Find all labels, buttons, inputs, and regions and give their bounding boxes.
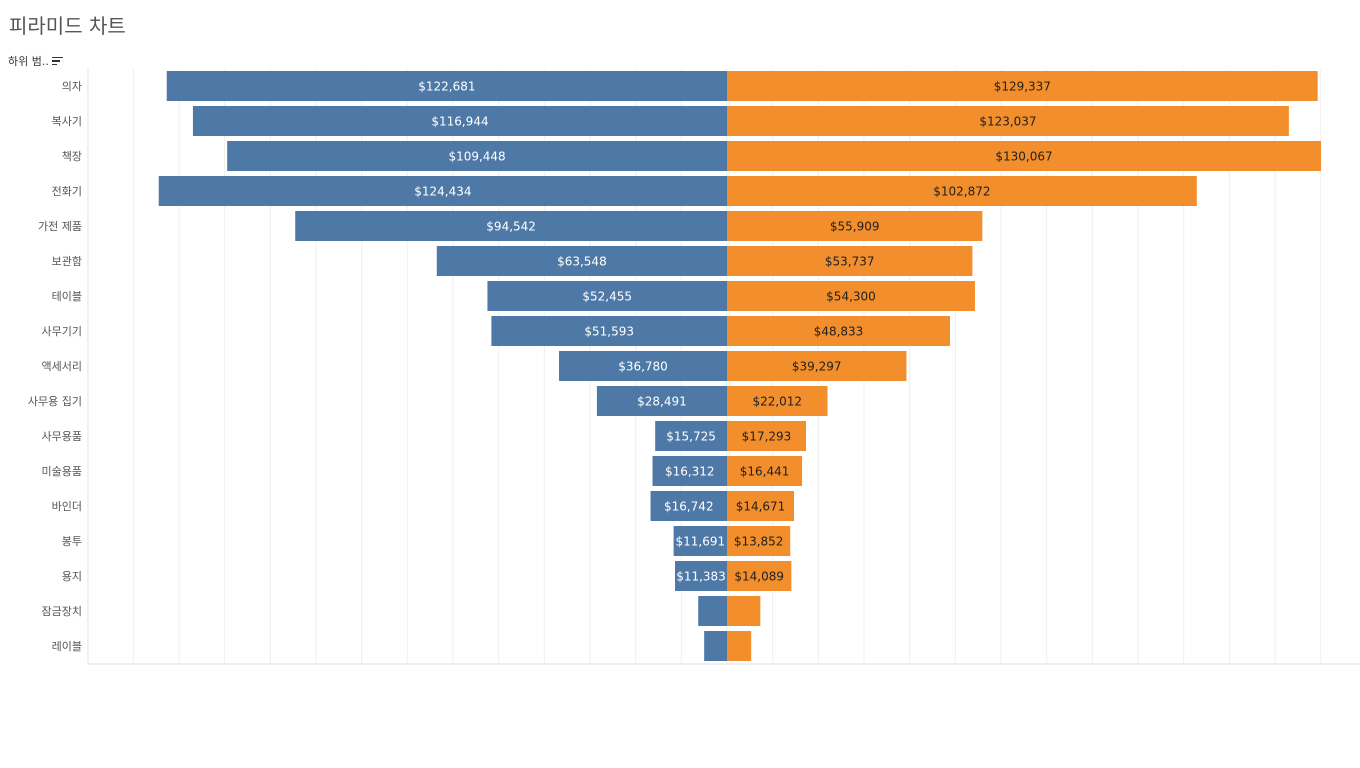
bar-right[interactable] (727, 351, 907, 381)
bars-layer (158, 71, 1321, 661)
category-label: 가전 제품 (38, 220, 82, 233)
data-label-left: $94,542 (486, 220, 536, 234)
data-label-left: $63,548 (557, 255, 607, 269)
bar-right[interactable] (727, 246, 973, 276)
bar-right[interactable] (727, 456, 803, 486)
category-label: 의자 (62, 80, 82, 93)
category-label: 사무용품 (42, 430, 82, 443)
bar-right[interactable] (727, 421, 806, 451)
data-label-right: $14,089 (734, 570, 784, 584)
dimension-header[interactable]: 하위 범.. (8, 53, 63, 69)
data-label-left: $109,448 (448, 150, 505, 164)
data-label-left: $36,780 (618, 360, 668, 374)
data-label-right: $13,852 (734, 535, 784, 549)
bar-left[interactable] (158, 176, 727, 206)
bar-left[interactable] (295, 211, 727, 241)
bar-right[interactable] (727, 631, 752, 661)
data-label-left: $15,725 (666, 430, 716, 444)
data-label-right: $53,737 (825, 255, 875, 269)
data-label-left: $11,691 (675, 535, 725, 549)
bar-right[interactable] (727, 561, 792, 591)
category-label: 테이블 (52, 290, 82, 303)
bar-left[interactable] (655, 421, 727, 451)
data-label-right: $16,441 (740, 465, 790, 479)
bar-left[interactable] (596, 386, 727, 416)
bar-left[interactable] (559, 351, 727, 381)
data-label-left: $16,742 (664, 500, 714, 514)
category-label: 잠금장치 (42, 605, 82, 618)
data-label-right: $54,300 (826, 290, 876, 304)
bar-right[interactable] (727, 211, 983, 241)
page-title: 피라미드 차트 (9, 14, 126, 38)
bar-left[interactable] (166, 71, 727, 101)
bar-left[interactable] (698, 596, 727, 626)
bar-left[interactable] (650, 491, 727, 521)
data-label-right: $22,012 (752, 395, 802, 409)
data-label-right: $17,293 (742, 430, 792, 444)
bar-right[interactable] (727, 491, 795, 521)
data-label-left: $122,681 (418, 80, 475, 94)
bar-left[interactable] (652, 456, 727, 486)
category-label: 사무기기 (42, 325, 82, 338)
data-label-left: $28,491 (637, 395, 687, 409)
data-label-right: $14,671 (736, 500, 786, 514)
data-label-left: $16,312 (665, 465, 715, 479)
bar-right[interactable] (727, 316, 951, 346)
data-label-right: $102,872 (933, 185, 990, 199)
bar-left[interactable] (227, 141, 728, 171)
bar-right[interactable] (727, 281, 975, 311)
data-label-left: $116,944 (431, 115, 488, 129)
data-label-right: $48,833 (814, 325, 864, 339)
bar-left[interactable] (192, 106, 727, 136)
category-label: 전화기 (52, 185, 82, 198)
bar-left[interactable] (491, 316, 727, 346)
bar-right[interactable] (727, 596, 761, 626)
category-label: 용지 (62, 570, 82, 583)
bar-left[interactable] (673, 526, 727, 556)
data-label-left: $51,593 (584, 325, 634, 339)
data-label-right: $129,337 (994, 80, 1051, 94)
bar-right[interactable] (727, 386, 828, 416)
data-label-left: $11,383 (676, 570, 726, 584)
category-label: 사무용 집기 (28, 395, 82, 408)
bar-right[interactable] (727, 141, 1321, 171)
bar-left[interactable] (487, 281, 727, 311)
data-label-right: $130,067 (995, 150, 1052, 164)
bar-left[interactable] (704, 631, 727, 661)
bar-right[interactable] (727, 71, 1318, 101)
category-label: 레이블 (52, 640, 82, 653)
data-label-right: $123,037 (979, 115, 1036, 129)
data-labels-layer: $122,681 $129,337 $116,944 $123,037 $109,448… (414, 80, 1052, 584)
category-label: 봉투 (62, 535, 82, 548)
sort-descending-icon[interactable] (51, 56, 63, 66)
data-label-right: $55,909 (830, 220, 880, 234)
bar-left[interactable] (675, 561, 727, 591)
category-label: 복사기 (52, 115, 82, 128)
data-label-left: $124,434 (414, 185, 471, 199)
bar-right[interactable] (727, 526, 791, 556)
data-label-left: $52,455 (582, 290, 632, 304)
bar-right[interactable] (727, 106, 1289, 136)
category-label: 보관함 (52, 255, 82, 268)
category-label: 책장 (62, 150, 82, 163)
dimension-header-label: 하위 범.. (8, 55, 49, 68)
category-label: 미술용품 (42, 465, 82, 478)
data-label-right: $39,297 (792, 360, 842, 374)
category-label: 액세서리 (42, 360, 82, 373)
bar-left[interactable] (436, 246, 727, 276)
category-label: 바인더 (52, 500, 82, 513)
bar-right[interactable] (727, 176, 1197, 206)
